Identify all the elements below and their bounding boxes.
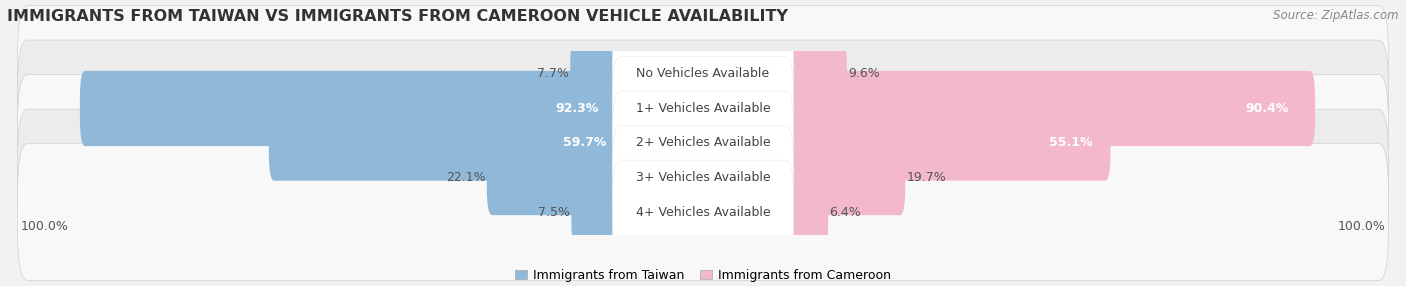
FancyBboxPatch shape	[17, 109, 1389, 246]
Text: 90.4%: 90.4%	[1246, 102, 1289, 115]
Text: 6.4%: 6.4%	[830, 206, 862, 219]
Text: 1+ Vehicles Available: 1+ Vehicles Available	[636, 102, 770, 115]
FancyBboxPatch shape	[17, 144, 1389, 281]
FancyBboxPatch shape	[17, 40, 1389, 177]
Text: 19.7%: 19.7%	[907, 171, 946, 184]
Text: 55.1%: 55.1%	[1049, 136, 1092, 150]
FancyBboxPatch shape	[17, 5, 1389, 142]
Text: 3+ Vehicles Available: 3+ Vehicles Available	[636, 171, 770, 184]
FancyBboxPatch shape	[612, 57, 794, 160]
Text: No Vehicles Available: No Vehicles Available	[637, 67, 769, 80]
FancyBboxPatch shape	[80, 71, 626, 146]
Legend: Immigrants from Taiwan, Immigrants from Cameroon: Immigrants from Taiwan, Immigrants from …	[509, 264, 897, 286]
FancyBboxPatch shape	[612, 22, 794, 126]
Text: Source: ZipAtlas.com: Source: ZipAtlas.com	[1274, 9, 1399, 21]
FancyBboxPatch shape	[571, 174, 626, 250]
FancyBboxPatch shape	[269, 105, 626, 181]
Text: 59.7%: 59.7%	[562, 136, 606, 150]
FancyBboxPatch shape	[780, 140, 905, 215]
Text: 4+ Vehicles Available: 4+ Vehicles Available	[636, 206, 770, 219]
FancyBboxPatch shape	[612, 91, 794, 195]
FancyBboxPatch shape	[612, 126, 794, 229]
FancyBboxPatch shape	[780, 71, 1315, 146]
Text: 100.0%: 100.0%	[21, 221, 69, 233]
FancyBboxPatch shape	[780, 36, 846, 112]
Text: 100.0%: 100.0%	[1337, 221, 1385, 233]
Text: 22.1%: 22.1%	[446, 171, 485, 184]
FancyBboxPatch shape	[612, 160, 794, 264]
Text: IMMIGRANTS FROM TAIWAN VS IMMIGRANTS FROM CAMEROON VEHICLE AVAILABILITY: IMMIGRANTS FROM TAIWAN VS IMMIGRANTS FRO…	[7, 9, 787, 23]
FancyBboxPatch shape	[780, 174, 828, 250]
FancyBboxPatch shape	[17, 75, 1389, 211]
Text: 7.7%: 7.7%	[537, 67, 569, 80]
Text: 2+ Vehicles Available: 2+ Vehicles Available	[636, 136, 770, 150]
Text: 9.6%: 9.6%	[848, 67, 880, 80]
FancyBboxPatch shape	[486, 140, 626, 215]
FancyBboxPatch shape	[780, 105, 1111, 181]
Text: 92.3%: 92.3%	[555, 102, 599, 115]
Text: 7.5%: 7.5%	[538, 206, 569, 219]
FancyBboxPatch shape	[571, 36, 626, 112]
